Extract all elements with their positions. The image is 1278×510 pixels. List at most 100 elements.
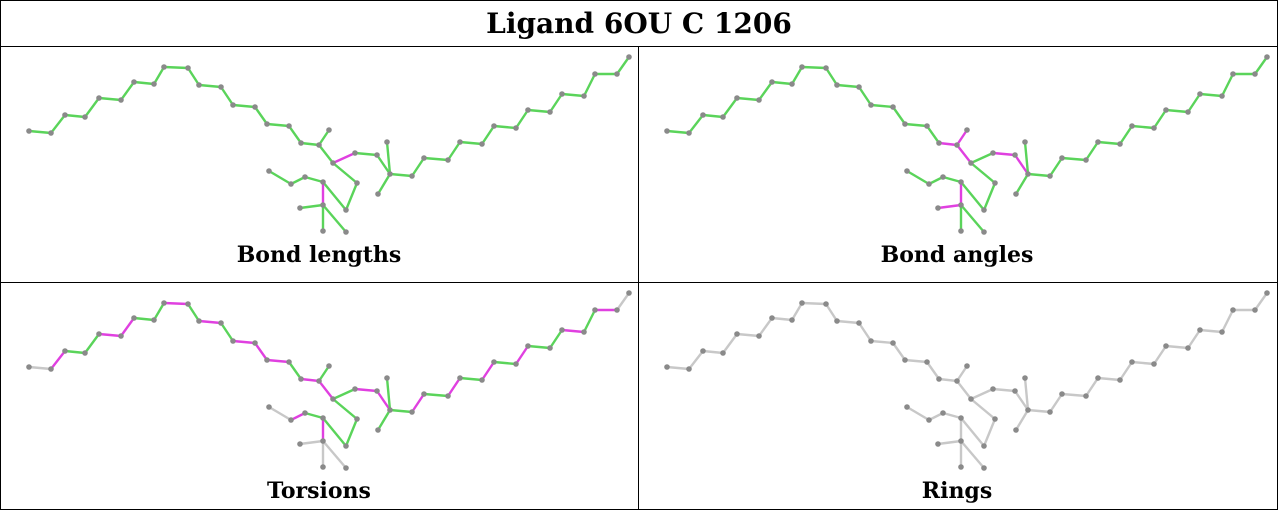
bond-22-38 xyxy=(376,408,392,432)
bond-12-13 xyxy=(869,339,895,345)
atom-18 xyxy=(326,363,332,369)
atom-5 xyxy=(756,333,762,339)
bond-15-16 xyxy=(287,360,303,381)
bond-17-19 xyxy=(955,143,973,165)
bond-14-15 xyxy=(903,358,929,364)
atom-29 xyxy=(513,125,519,131)
bond-45-48 xyxy=(959,439,986,470)
atom-32 xyxy=(559,91,565,97)
bond-43-44 xyxy=(905,405,931,422)
atom-46 xyxy=(958,464,964,470)
atom-11 xyxy=(218,84,224,90)
bond-31-32 xyxy=(548,92,564,114)
atom-0 xyxy=(664,128,670,134)
bond-27-28 xyxy=(1118,360,1134,382)
atom-10 xyxy=(834,82,840,88)
bond-27-28 xyxy=(1118,124,1134,146)
bond-39-40 xyxy=(344,181,359,212)
molecule-bond-lengths xyxy=(26,54,632,235)
bond-13-14 xyxy=(891,341,907,362)
atom-28 xyxy=(1129,123,1135,129)
atom-3 xyxy=(720,114,726,120)
atom-15 xyxy=(286,359,292,365)
bond-45-48 xyxy=(959,203,986,234)
bond-23-24 xyxy=(410,156,426,178)
bond-45-47 xyxy=(298,203,325,210)
bond-8-9 xyxy=(800,301,828,306)
bond-10-11 xyxy=(835,319,861,325)
atom-2 xyxy=(62,112,68,118)
bond-1-2 xyxy=(687,113,705,135)
bond-35-36 xyxy=(1253,55,1269,76)
molecule-rings xyxy=(664,290,1270,471)
panel-torsions: Torsions xyxy=(1,283,637,509)
bond-14-15 xyxy=(265,358,291,364)
bond-15-16 xyxy=(925,124,941,145)
atom-23 xyxy=(1047,173,1053,179)
atom-37 xyxy=(1022,139,1028,145)
figure-title: Ligand 6OU C 1206 xyxy=(486,6,792,40)
atom-10 xyxy=(834,318,840,324)
bond-6-7 xyxy=(770,80,794,86)
atom-24 xyxy=(1059,391,1065,397)
bond-9-10 xyxy=(824,302,839,323)
atom-27 xyxy=(479,141,485,147)
bond-0-1 xyxy=(665,365,691,371)
bond-22-37 xyxy=(1023,376,1030,412)
atom-31 xyxy=(547,109,553,115)
atom-16 xyxy=(936,140,942,146)
bond-25-26 xyxy=(1084,376,1100,398)
atom-40 xyxy=(981,443,987,449)
atom-19 xyxy=(330,160,336,166)
bond-40-41 xyxy=(959,416,986,448)
atom-5 xyxy=(118,97,124,103)
bond-17-19 xyxy=(955,379,973,401)
atom-39 xyxy=(992,180,998,186)
atom-30 xyxy=(1163,107,1169,113)
bond-39-40 xyxy=(982,417,997,448)
bond-20-21 xyxy=(353,387,379,393)
bond-41-42 xyxy=(941,175,963,184)
bond-16-17 xyxy=(937,141,959,147)
bond-28-29 xyxy=(1130,124,1156,130)
bond-33-34 xyxy=(582,308,597,334)
atom-12 xyxy=(868,102,874,108)
bond-10-11 xyxy=(197,319,223,325)
atom-38 xyxy=(375,427,381,433)
bond-17-19 xyxy=(317,143,335,165)
bond-43-44 xyxy=(905,169,931,186)
bond-31-32 xyxy=(1186,328,1202,350)
atom-20 xyxy=(990,386,996,392)
caption-bond-lengths: Bond lengths xyxy=(236,242,402,268)
atom-25 xyxy=(445,393,451,399)
bond-19-39 xyxy=(331,397,359,421)
title-divider xyxy=(0,46,1278,47)
bond-24-25 xyxy=(422,392,450,398)
bond-16-17 xyxy=(299,141,321,147)
atom-25 xyxy=(445,157,451,163)
bond-21-22 xyxy=(375,389,392,412)
atom-34 xyxy=(1230,307,1236,313)
atom-28 xyxy=(1129,359,1135,365)
bond-16-17 xyxy=(937,377,959,383)
bond-17-18 xyxy=(955,364,969,383)
atom-27 xyxy=(1117,141,1123,147)
atom-13 xyxy=(252,104,258,110)
atom-10 xyxy=(196,82,202,88)
bond-28-29 xyxy=(492,124,518,130)
atom-22 xyxy=(387,171,393,177)
atom-29 xyxy=(1151,125,1157,131)
atom-47 xyxy=(297,205,303,211)
bond-12-13 xyxy=(231,103,257,109)
atom-5 xyxy=(756,97,762,103)
bond-22-37 xyxy=(1023,140,1030,176)
bond-23-24 xyxy=(1048,392,1064,414)
atom-33 xyxy=(581,93,587,99)
atom-47 xyxy=(935,441,941,447)
atom-6 xyxy=(769,79,775,85)
atom-28 xyxy=(491,359,497,365)
bond-4-5 xyxy=(97,332,123,338)
atom-47 xyxy=(297,441,303,447)
atom-41 xyxy=(958,415,964,421)
bond-40-41 xyxy=(321,416,348,448)
